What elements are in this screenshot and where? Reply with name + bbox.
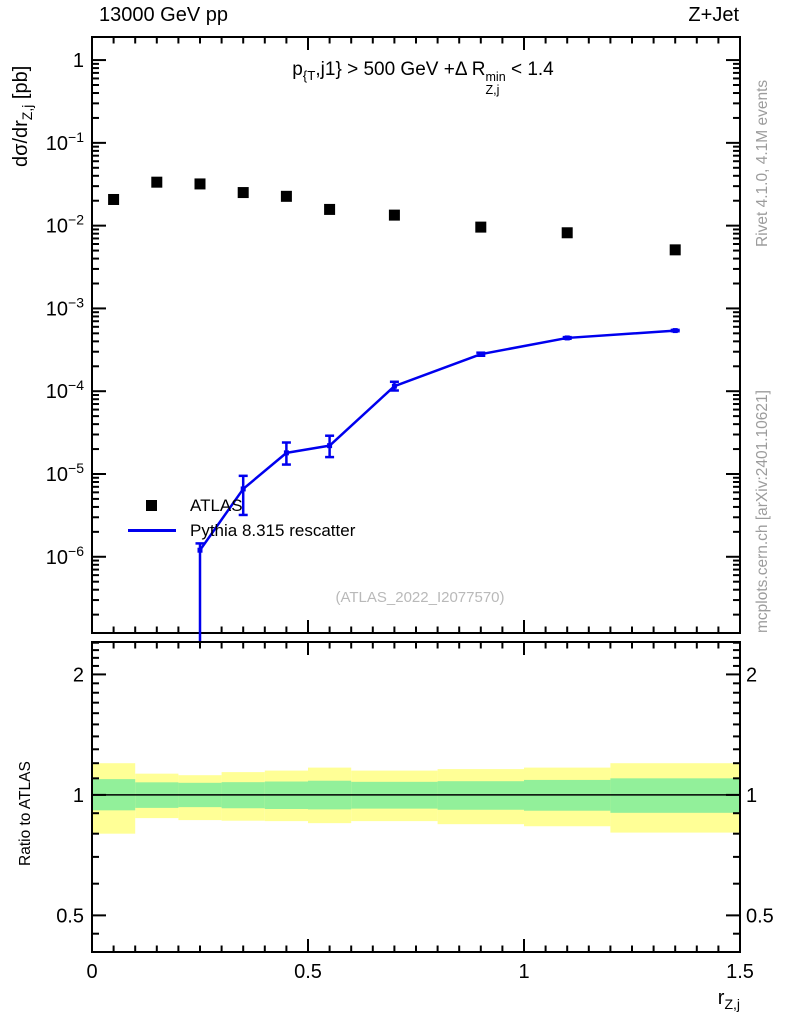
pythia-marker	[564, 335, 570, 341]
atlas-data-point	[475, 221, 487, 233]
xtick-label: 0.5	[294, 961, 322, 983]
legend: ATLAS Pythia 8.315 rescatter	[128, 493, 355, 543]
pythia-marker-cell	[128, 529, 190, 532]
atlas-data-point	[194, 178, 206, 190]
main-ytick-label: 10−6	[46, 543, 84, 569]
process-title: Z+Jet	[688, 4, 739, 26]
main-frame	[91, 36, 741, 634]
atlas-data-point	[237, 187, 249, 199]
cut-mid: ,j1} > 500 GeV +	[315, 59, 455, 80]
xlabel-prefix: r	[717, 987, 725, 1009]
xtick-label: 1.5	[726, 961, 754, 983]
rivet-version-note: Rivet 4.1.0, 4.1M events	[754, 79, 771, 247]
xlabel-sub: Z,j	[724, 996, 740, 1012]
ylabel-sub: Z,j	[19, 104, 35, 121]
ratio-ytick-label-right: 2	[746, 664, 757, 686]
main-ytick-label: 10−3	[46, 294, 84, 320]
pythia-prediction-line	[198, 329, 676, 551]
pythia-marker	[391, 383, 397, 389]
beam-energy-title: 13000 GeV pp	[99, 4, 228, 26]
ratio-y-axis-label: Ratio to ATLAS	[17, 761, 34, 866]
cut-pt-sub: {T	[302, 67, 316, 83]
axis-ticks	[91, 37, 741, 952]
pythia-marker	[478, 351, 484, 357]
cut-r-sup: min	[485, 69, 506, 84]
main-ytick-label: 10−4	[46, 377, 84, 403]
pythia-marker	[283, 450, 289, 456]
cut-pt: p	[292, 59, 303, 80]
atlas-data-point	[108, 193, 120, 205]
cut-r-sub: Z,j	[485, 82, 500, 97]
ylabel-suffix: [pb]	[10, 65, 32, 105]
pythia-line-marker	[128, 529, 176, 532]
ratio-ytick-label-left: 2	[73, 664, 84, 686]
atlas-data-point	[280, 190, 292, 202]
cut-tail: < 1.4	[505, 59, 554, 80]
pythia-marker	[240, 486, 246, 492]
analysis-id-watermark: (ATLAS_2022_I2077570)	[335, 589, 505, 606]
pythia-series	[195, 328, 680, 641]
pythia-marker	[197, 547, 203, 553]
main-y-axis-label: dσ/drZ,j [pb]	[10, 66, 35, 167]
ylabel-prefix: dσ/dr	[10, 120, 32, 167]
ratio-ytick-label-right: 0.5	[746, 905, 774, 927]
legend-item-atlas: ATLAS	[128, 493, 355, 518]
legend-label-atlas: ATLAS	[190, 495, 243, 515]
axis-tick-labels: 1 10−1 10−2 10−3 10−4 10−5 10−6 2 2 1 1 0.5 0.5 0 0.5 1…	[46, 50, 774, 983]
pythia-marker	[327, 443, 333, 449]
atlas-data-point	[669, 244, 681, 256]
main-ytick-label: 10−5	[46, 460, 84, 486]
ratio-ytick-label-left: 0.5	[56, 905, 84, 927]
ratio-uncertainty-bands	[92, 763, 740, 834]
xtick-label: 1	[518, 961, 529, 983]
main-ytick-label: 10−1	[46, 129, 84, 155]
pythia-marker	[672, 328, 678, 334]
main-ytick-label: 10−2	[46, 212, 84, 238]
mcplots-arxiv-note: mcplots.cern.ch [arXiv:2401.10621]	[754, 390, 771, 633]
main-ytick-label: 1	[73, 50, 84, 72]
x-axis-label: rZ,j	[640, 987, 740, 1012]
atlas-square-marker	[146, 500, 157, 511]
atlas-data-point	[151, 176, 163, 188]
atlas-data-point	[388, 209, 400, 221]
atlas-series	[108, 176, 681, 256]
ratio-ytick-label-right: 1	[746, 785, 757, 807]
atlas-data-point	[561, 227, 573, 239]
ratio-ytick-label-left: 1	[73, 785, 84, 807]
xtick-label: 0	[86, 961, 97, 983]
cut-r: R	[466, 59, 486, 80]
delta-symbol: Δ	[454, 59, 467, 80]
legend-item-pythia: Pythia 8.315 rescatter	[128, 518, 355, 543]
atlas-data-point	[324, 203, 336, 215]
atlas-marker-cell	[128, 500, 190, 511]
r-supsub: min Z,j	[485, 69, 506, 97]
legend-label-pythia: Pythia 8.315 rescatter	[190, 520, 356, 540]
